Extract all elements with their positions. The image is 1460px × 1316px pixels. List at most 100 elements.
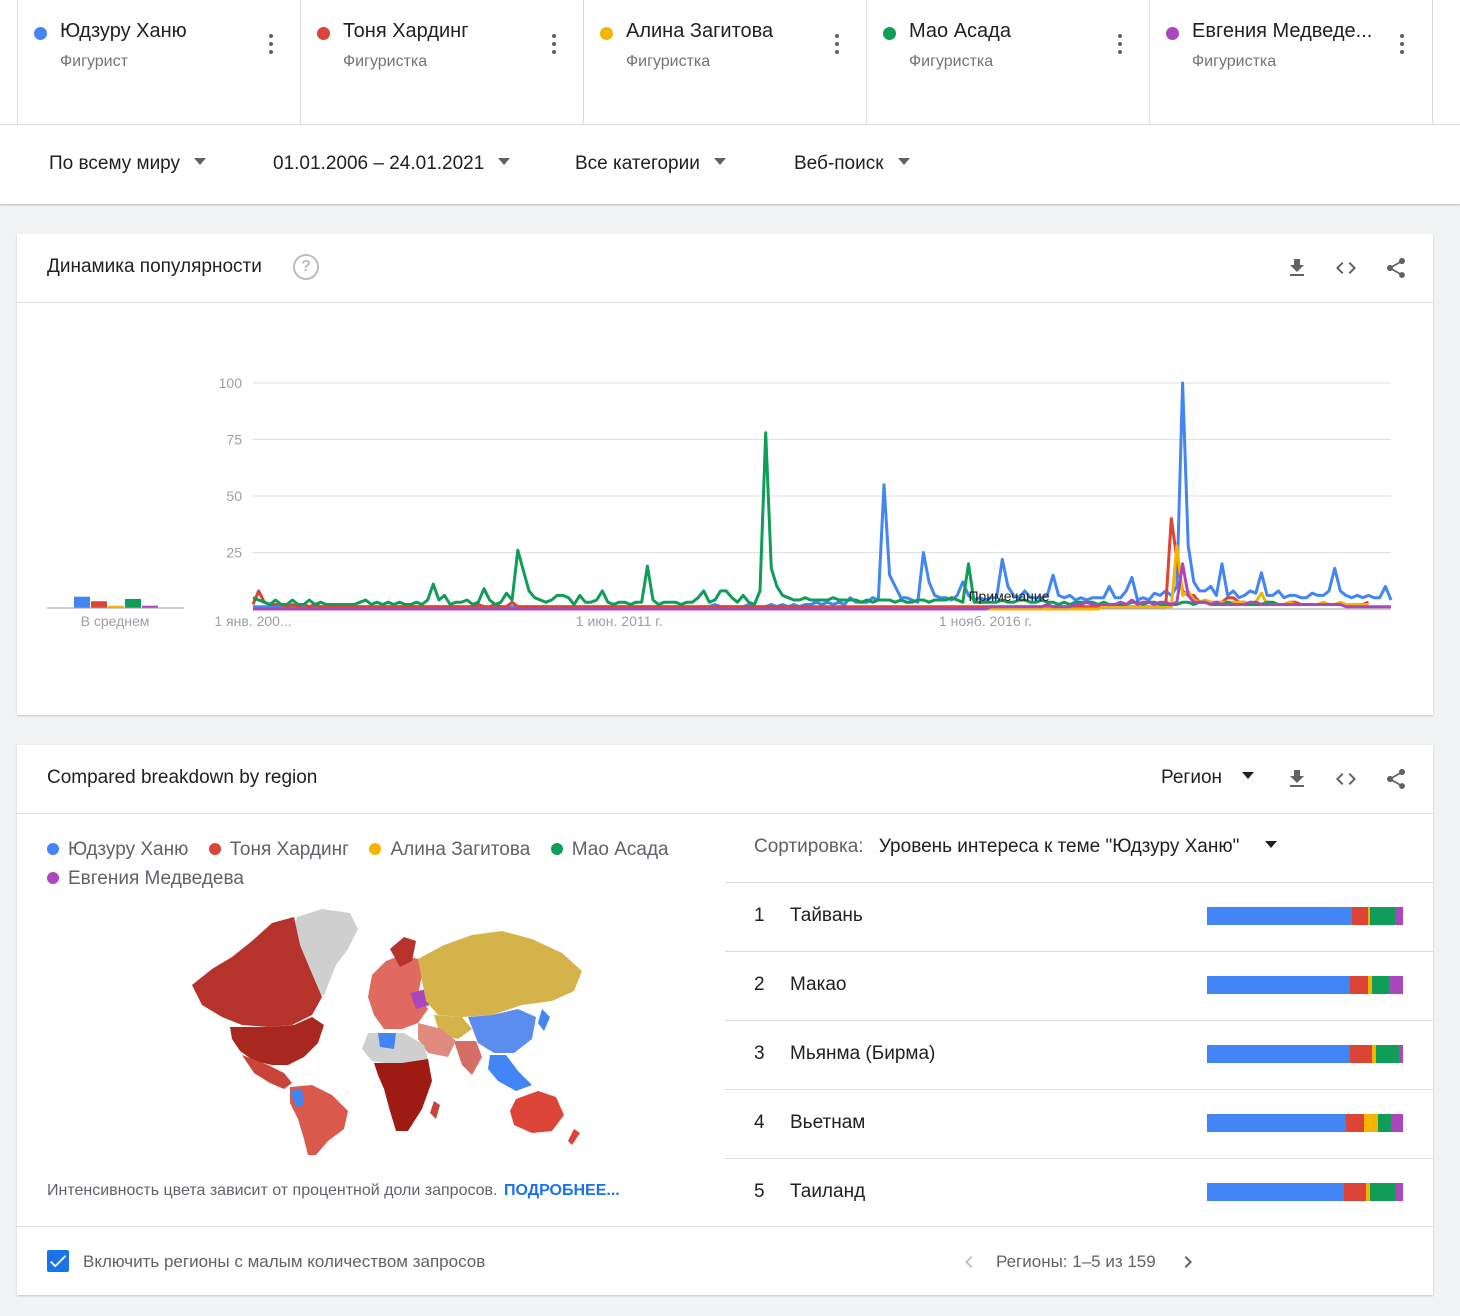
share-bar	[1207, 1114, 1403, 1132]
share-segment	[1395, 907, 1403, 925]
map-region-sub-saharan-africa[interactable]	[374, 1059, 432, 1131]
term-card-3[interactable]: Алина Загитова Фигуристка	[583, 0, 867, 124]
share-segment	[1207, 976, 1351, 994]
interest-over-time-card: Динамика популярности ? В среднем 100 75 5…	[17, 234, 1433, 715]
map-region-india[interactable]	[454, 1041, 482, 1075]
region-row[interactable]: 2 Макао	[725, 951, 1433, 1020]
region-row[interactable]: 3 Мьянма (Бирма)	[725, 1020, 1433, 1089]
average-bar[interactable]	[125, 598, 141, 608]
top-bar: Юдзуру Ханю Фигурист Тоня Хардинг Фигури…	[0, 0, 1460, 204]
row-rank: 1	[754, 905, 765, 926]
category-filter[interactable]: Все категории	[575, 153, 726, 175]
average-bar[interactable]	[74, 596, 90, 608]
series-line[interactable]	[252, 431, 1335, 606]
map-region-japan[interactable]	[538, 1009, 550, 1031]
legend-item: Тоня Хардинг	[208, 836, 350, 864]
map-region-south-america[interactable]	[290, 1085, 348, 1155]
map-region-canada[interactable]	[192, 917, 322, 1027]
map-region-southeast-asia[interactable]	[488, 1055, 532, 1091]
dropdown-arrow-icon	[194, 158, 207, 166]
row-rank: 5	[754, 1181, 765, 1202]
map-region-middle-east[interactable]	[418, 1023, 456, 1057]
include-low-volume-label[interactable]: Включить регионы с малым количеством зап…	[83, 1252, 486, 1271]
map-region-europe[interactable]	[368, 955, 428, 1029]
embed-code-icon[interactable]	[1334, 767, 1358, 791]
region-row[interactable]: 1 Тайвань	[725, 882, 1433, 951]
average-bar[interactable]	[108, 605, 124, 608]
row-region-name: Тайвань	[790, 905, 863, 926]
map-region-scandinavia[interactable]	[390, 937, 416, 967]
map-region-usa[interactable]	[230, 1017, 324, 1065]
help-icon[interactable]: ?	[293, 254, 319, 280]
term-card-2[interactable]: Тоня Хардинг Фигуристка	[300, 0, 584, 124]
average-bar[interactable]	[142, 605, 158, 608]
term-name: Тоня Хардинг	[343, 20, 469, 42]
region-row[interactable]: 4 Вьетнам	[725, 1089, 1433, 1158]
row-rank: 2	[754, 974, 765, 995]
map-region-russia[interactable]	[418, 931, 582, 1017]
resolution-dropdown[interactable]: Регион	[1161, 767, 1255, 789]
map-region-new-zealand[interactable]	[568, 1129, 580, 1145]
world-map[interactable]	[172, 905, 592, 1165]
more-vert-icon[interactable]	[552, 34, 556, 54]
map-region-madagascar[interactable]	[430, 1101, 440, 1119]
term-card-1[interactable]: Юдзуру Ханю Фигурист	[17, 0, 301, 124]
sort-control[interactable]: Сортировка: Уровень интереса к теме "Юдз…	[754, 836, 1277, 858]
chevron-right-icon[interactable]	[1176, 1250, 1200, 1274]
term-card-5[interactable]: Евгения Медведе... Фигуристка	[1149, 0, 1433, 124]
share-segment	[1399, 1045, 1403, 1063]
legend-label: Мао Асада	[571, 839, 669, 860]
y-tick-label: 75	[226, 432, 242, 448]
average-bar[interactable]	[91, 601, 107, 608]
row-region-name: Вьетнам	[790, 1112, 866, 1133]
category-filter-label: Все категории	[575, 153, 700, 174]
date-filter[interactable]: 01.01.2006 – 24.01.2021	[273, 153, 511, 175]
share-segment	[1350, 976, 1368, 994]
share-segment	[1346, 1114, 1364, 1132]
series-line[interactable]	[251, 517, 1370, 609]
share-segment	[1389, 976, 1403, 994]
term-color-dot	[317, 27, 330, 40]
term-name: Евгения Медведе...	[1192, 20, 1373, 42]
series-line[interactable]	[253, 381, 1393, 609]
region-filter[interactable]: По всему миру	[49, 153, 207, 175]
share-icon[interactable]	[1384, 256, 1408, 280]
row-rank: 3	[754, 1043, 765, 1064]
download-icon[interactable]	[1285, 256, 1309, 280]
series-line[interactable]	[253, 562, 1391, 611]
region-row[interactable]: 5 Таиланд	[725, 1158, 1433, 1227]
embed-code-icon[interactable]	[1334, 256, 1358, 280]
more-vert-icon[interactable]	[269, 34, 273, 54]
map-region-greenland[interactable]	[292, 909, 358, 995]
term-name: Юдзуру Ханю	[60, 20, 187, 42]
map-region-west-africa-blue[interactable]	[378, 1033, 396, 1049]
map-region-australia[interactable]	[510, 1091, 564, 1133]
sort-label: Сортировка:	[754, 836, 864, 857]
more-vert-icon[interactable]	[1118, 34, 1122, 54]
checkmark-icon	[50, 1255, 67, 1268]
map-region-central-america[interactable]	[242, 1055, 292, 1089]
download-icon[interactable]	[1285, 767, 1309, 791]
map-region-north-africa[interactable]	[362, 1033, 428, 1065]
sort-value: Уровень интереса к теме "Юдзуру Ханю"	[878, 836, 1240, 857]
term-card-4[interactable]: Мао Асада Фигуристка	[866, 0, 1150, 124]
share-segment	[1207, 907, 1353, 925]
card-footer: Включить регионы с малым количеством зап…	[17, 1226, 1433, 1296]
y-tick-label: 100	[219, 375, 243, 391]
dropdown-arrow-icon	[1242, 772, 1255, 780]
map-region-colombia[interactable]	[290, 1089, 304, 1107]
legend-label: Алина Загитова	[390, 839, 531, 860]
learn-more-link[interactable]: ПОДРОБНЕЕ...	[503, 1182, 620, 1199]
more-vert-icon[interactable]	[835, 34, 839, 54]
search-type-filter-label: Веб-поиск	[794, 153, 884, 174]
share-segment	[1352, 907, 1368, 925]
legend-label: Тоня Хардинг	[229, 839, 350, 860]
include-low-volume-checkbox[interactable]	[47, 1250, 69, 1272]
map-footnote: Интенсивность цвета зависит от процентно…	[47, 1182, 620, 1200]
share-icon[interactable]	[1384, 767, 1408, 791]
chevron-left-icon[interactable]	[957, 1250, 981, 1274]
chart-note[interactable]: Примечание	[968, 588, 1049, 604]
more-vert-icon[interactable]	[1400, 34, 1404, 54]
map-region-china[interactable]	[468, 1009, 536, 1053]
search-type-filter[interactable]: Веб-поиск	[794, 153, 910, 175]
